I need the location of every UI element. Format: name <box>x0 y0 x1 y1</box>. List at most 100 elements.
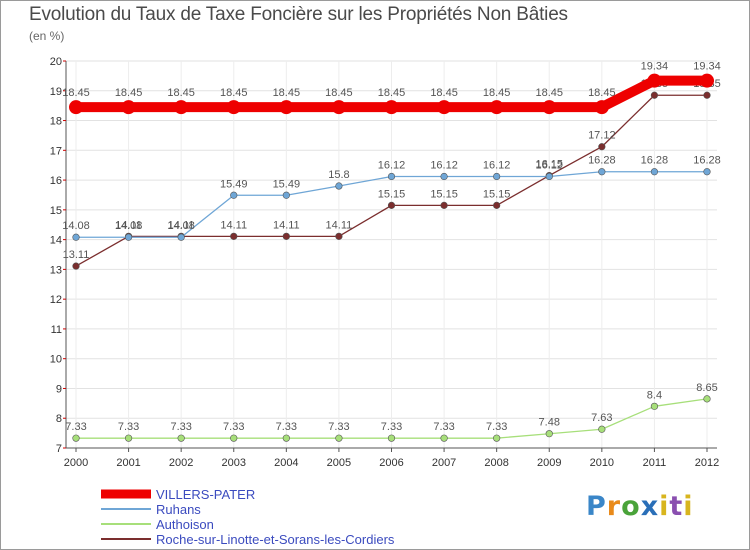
point-authoison-2005 <box>335 434 343 442</box>
point-authoison-2004 <box>282 434 290 442</box>
point-roche-sur-linotte-et-sorans-les-cordiers-2006 <box>387 201 396 209</box>
point-ruhans-2003 <box>230 191 238 199</box>
y-tick-14: 14 <box>50 235 62 247</box>
data-label-villers-pater-2012: 19.34 <box>693 61 721 73</box>
data-label-villers-pater-2004: 18.45 <box>273 87 301 99</box>
data-label-villers-pater-2003: 18.45 <box>220 87 248 99</box>
point-authoison-2007 <box>440 434 448 442</box>
point-authoison-2003 <box>230 434 238 442</box>
data-label-ruhans-2003: 15.49 <box>220 178 248 190</box>
point-roche-sur-linotte-et-sorans-les-cordiers-2003 <box>230 232 238 240</box>
data-label-villers-pater-2011: 19.34 <box>641 61 669 73</box>
data-label-authoison-2011: 8.4 <box>647 389 662 401</box>
point-authoison-2010 <box>598 425 606 433</box>
data-label-roche-sur-linotte-et-sorans-les-cordiers-2003: 14.11 <box>220 219 247 231</box>
data-label-villers-pater-2008: 18.45 <box>483 87 511 99</box>
point-roche-sur-linotte-et-sorans-les-cordiers-2007 <box>440 201 448 209</box>
data-label-authoison-2008: 7.33 <box>486 421 507 433</box>
y-tick-13: 13 <box>50 264 62 276</box>
point-roche-sur-linotte-et-sorans-les-cordiers-2004 <box>282 232 290 240</box>
data-label-villers-pater-2006: 18.45 <box>378 87 406 99</box>
proxiti-logo: Proxiti <box>586 491 694 522</box>
legend-label-ruhans: Ruhans <box>156 502 201 517</box>
point-authoison-2000 <box>72 434 80 442</box>
data-label-roche-sur-linotte-et-sorans-les-cordiers-2008: 15.15 <box>483 188 511 200</box>
data-label-villers-pater-2001: 18.45 <box>115 87 143 99</box>
point-ruhans-2012 <box>703 168 711 176</box>
point-roche-sur-linotte-et-sorans-les-cordiers-2008 <box>493 201 501 209</box>
point-villers-pater-2007 <box>437 100 452 115</box>
x-tick-2009: 2009 <box>537 457 561 469</box>
y-tick-9: 9 <box>56 383 62 395</box>
y-tick-19: 19 <box>50 86 62 98</box>
data-label-ruhans-2000: 14.08 <box>62 220 90 232</box>
x-tick-2005: 2005 <box>327 457 351 469</box>
data-label-roche-sur-linotte-et-sorans-les-cordiers-2004: 14.11 <box>273 219 300 231</box>
data-label-roche-sur-linotte-et-sorans-les-cordiers-2010: 17.12 <box>588 130 616 142</box>
point-villers-pater-2009 <box>542 100 557 115</box>
point-authoison-2012 <box>703 395 711 403</box>
y-tick-20: 20 <box>50 56 62 68</box>
point-villers-pater-2003 <box>226 100 241 115</box>
point-villers-pater-2012 <box>700 73 714 88</box>
x-tick-2007: 2007 <box>432 457 456 469</box>
x-tick-2011: 2011 <box>643 457 667 469</box>
chart-title: Evolution du Taux de Taxe Foncière sur l… <box>29 4 568 25</box>
data-label-ruhans-2001: 14.08 <box>115 220 143 232</box>
legend-label-authoison: Authoison <box>156 517 214 532</box>
data-label-authoison-2003: 7.33 <box>223 421 244 433</box>
y-tick-12: 12 <box>50 294 62 306</box>
data-label-authoison-2004: 7.33 <box>276 421 297 433</box>
data-label-villers-pater-2002: 18.45 <box>167 87 195 99</box>
y-tick-11: 11 <box>51 324 62 336</box>
data-label-ruhans-2011: 16.28 <box>641 155 669 167</box>
x-tick-2002: 2002 <box>169 457 193 469</box>
point-ruhans-2008 <box>493 172 501 181</box>
point-villers-pater-2008 <box>489 100 504 115</box>
point-villers-pater-2000 <box>69 100 83 115</box>
data-label-authoison-2010: 7.63 <box>591 412 612 424</box>
point-roche-sur-linotte-et-sorans-les-cordiers-2011 <box>650 91 659 99</box>
data-label-ruhans-2007: 16.12 <box>430 160 458 172</box>
data-label-authoison-2006: 7.33 <box>381 421 402 433</box>
y-tick-18: 18 <box>50 116 62 128</box>
data-label-authoison-2007: 7.33 <box>433 421 454 433</box>
data-label-villers-pater-2005: 18.45 <box>325 87 353 99</box>
data-label-ruhans-2008: 16.12 <box>483 160 511 172</box>
point-roche-sur-linotte-et-sorans-les-cordiers-2012 <box>703 91 711 99</box>
x-tick-2010: 2010 <box>590 457 614 469</box>
point-ruhans-2001 <box>124 233 133 241</box>
point-authoison-2011 <box>650 402 659 410</box>
data-label-ruhans-2006: 16.12 <box>378 160 406 172</box>
x-tick-2004: 2004 <box>274 457 298 469</box>
data-label-ruhans-2012: 16.28 <box>693 155 721 167</box>
data-label-ruhans-2002: 14.08 <box>167 220 195 232</box>
data-label-roche-sur-linotte-et-sorans-les-cordiers-2001: 14.11 <box>115 219 142 231</box>
point-villers-pater-2010 <box>594 100 609 115</box>
x-tick-2000: 2000 <box>64 457 88 469</box>
point-authoison-2001 <box>124 434 133 442</box>
data-label-authoison-2009: 7.48 <box>539 417 560 429</box>
data-label-authoison-2000: 7.33 <box>65 421 86 433</box>
data-label-ruhans-2009: 16.12 <box>535 160 563 172</box>
point-authoison-2009 <box>545 430 553 438</box>
point-villers-pater-2011 <box>647 73 662 88</box>
data-label-villers-pater-2009: 18.45 <box>535 87 563 99</box>
y-tick-15: 15 <box>50 205 62 217</box>
data-label-authoison-2005: 7.33 <box>328 421 349 433</box>
x-tick-2008: 2008 <box>484 457 508 469</box>
data-label-roche-sur-linotte-et-sorans-les-cordiers-2002: 14.11 <box>168 219 195 231</box>
point-authoison-2002 <box>177 434 185 442</box>
point-villers-pater-2006 <box>384 100 399 115</box>
point-ruhans-2007 <box>440 172 448 181</box>
data-label-roche-sur-linotte-et-sorans-les-cordiers-2006: 15.15 <box>378 188 406 200</box>
data-label-villers-pater-2000: 18.45 <box>62 87 90 99</box>
point-villers-pater-2001 <box>121 100 136 115</box>
point-villers-pater-2004 <box>279 100 294 115</box>
x-tick-2006: 2006 <box>379 457 403 469</box>
data-label-ruhans-2010: 16.28 <box>588 155 616 167</box>
chart-subtitle: (en %) <box>29 29 65 43</box>
y-tick-8: 8 <box>56 413 62 425</box>
